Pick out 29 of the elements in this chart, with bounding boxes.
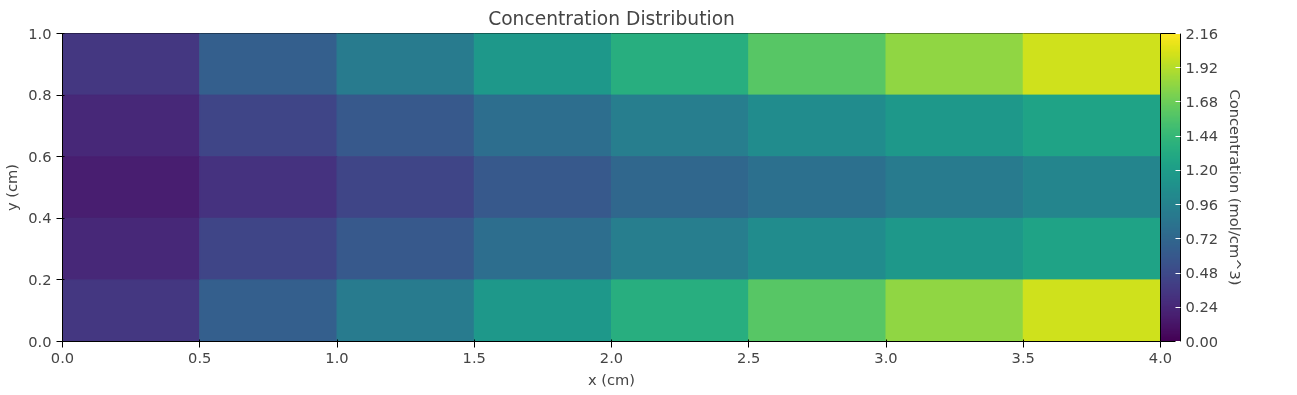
color-bar-label: 1.68	[1185, 92, 1219, 110]
color-bar-label: 1.92	[1185, 58, 1219, 76]
x-tick-label: 1.5	[462, 348, 486, 366]
y-tick-label: 0.6	[28, 147, 52, 165]
x-tick-label: 2.5	[737, 348, 761, 366]
y-tick-label: 0.2	[28, 270, 52, 288]
color-bar-title: Concentration (mol/cm^3)	[1226, 89, 1244, 286]
x-tick-label: 2.0	[599, 348, 624, 366]
color-bar-label: 0.48	[1185, 264, 1219, 282]
color-bar-label: 0.24	[1185, 298, 1219, 316]
x-tick-label: 3.5	[1011, 348, 1035, 366]
x-tick-label: 4.0	[1148, 348, 1173, 366]
chart-title: Concentration Distribution	[488, 7, 735, 29]
color-bar-label: 0.96	[1185, 195, 1219, 213]
color-bar-label: 2.16	[1185, 24, 1219, 42]
color-bar-label: 0.72	[1185, 229, 1219, 247]
color-bar-label: 1.20	[1185, 161, 1219, 179]
color-bar-label: 1.44	[1185, 127, 1219, 145]
x-tick-label: 1.0	[325, 348, 349, 366]
y-tick-label: 1.0	[28, 24, 52, 42]
y-tick-label: 0.8	[28, 86, 52, 104]
x-tick-label: 0.5	[188, 348, 212, 366]
x-tick-label: 0.0	[50, 348, 75, 366]
y-tick-label: 0.4	[28, 209, 52, 227]
x-axis-title: x (cm)	[587, 370, 636, 388]
y-axis-title: y (cm)	[3, 163, 21, 212]
y-tick-label: 0.0	[28, 332, 52, 350]
x-tick-label: 3.0	[874, 348, 898, 366]
color-bar-label: 0.00	[1185, 332, 1219, 350]
